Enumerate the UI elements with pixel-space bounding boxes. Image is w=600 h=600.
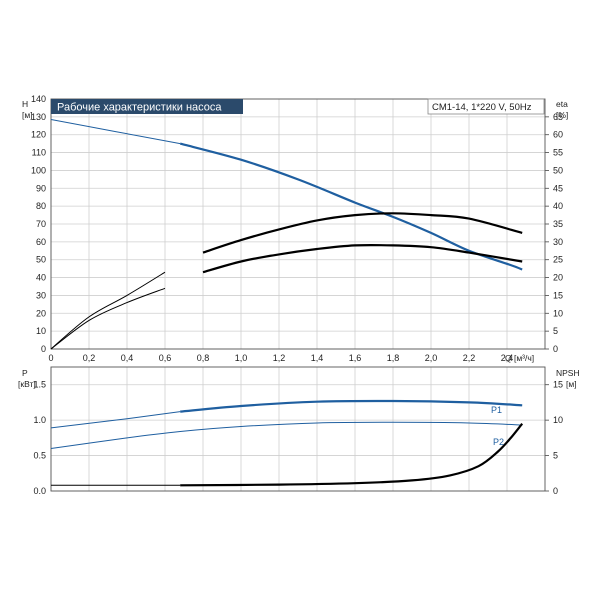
series-0-0-line: [50, 119, 181, 145]
y-right-tick-label: 50: [553, 165, 563, 175]
y-left-tick-label: 0.5: [33, 451, 46, 461]
p-axis-unit: [кВт]: [18, 379, 36, 389]
eta-axis-label: eta: [556, 99, 568, 109]
y-right-tick-label: 65: [553, 112, 563, 122]
h-axis-label: H: [22, 99, 28, 109]
x-tick-label: 0,2: [83, 353, 96, 363]
x-tick-label: 0,6: [159, 353, 172, 363]
q-axis-label: Q [м³/ч]: [505, 353, 534, 363]
p2-series-label: P2: [493, 437, 504, 447]
x-tick-label: 2,2: [463, 353, 476, 363]
y-left-tick-label: 60: [36, 237, 46, 247]
npsh-axis-label: NPSH: [556, 368, 580, 378]
y-left-tick-label: 80: [36, 201, 46, 211]
series-1-2-operating-line: [180, 422, 524, 487]
y-right-tick-label: 30: [553, 237, 563, 247]
plot-frame: [50, 98, 546, 350]
y-left-tick-label: 0: [41, 344, 46, 354]
y-left-tick-label: 140: [31, 94, 46, 104]
x-tick-label: 1,4: [311, 353, 324, 363]
y-right-tick-label: 0: [553, 486, 558, 496]
chart-title-box: [51, 99, 243, 114]
series-0-2-operating-line: [202, 243, 523, 274]
y-right-tick-label: 55: [553, 148, 563, 158]
x-tick-label: 1,8: [387, 353, 400, 363]
series-0-2-line: [50, 287, 166, 350]
y-right-tick-label: 60: [553, 130, 563, 140]
y-left-tick-label: 110: [32, 148, 46, 158]
x-tick-label: 2,0: [425, 353, 438, 363]
y-right-tick-label: 15: [553, 380, 563, 390]
h-axis-unit: [м]: [22, 110, 33, 120]
y-left-tick-label: 70: [36, 219, 46, 229]
x-tick-label: 1,2: [273, 353, 286, 363]
y-left-tick-label: 130: [31, 112, 46, 122]
y-left-tick-label: 100: [31, 165, 46, 175]
series-1-1-line: [50, 421, 523, 449]
x-tick-label: 0: [48, 353, 53, 363]
model-label: CM1-14, 1*220 V, 50Hz: [432, 102, 532, 113]
y-left-tick-label: 0.0: [33, 486, 46, 496]
y-left-tick-label: 30: [36, 290, 46, 300]
y-right-tick-label: 5: [553, 451, 558, 461]
y-right-tick-label: 35: [553, 219, 563, 229]
y-left-tick-label: 10: [36, 326, 46, 336]
plot-frames: [50, 98, 549, 492]
y-right-tick-label: 45: [553, 183, 563, 193]
chart-title: Рабочие характеристики насоса: [57, 102, 222, 114]
tick-labels: 0102030405060708090100110120130140051015…: [31, 94, 563, 496]
y-left-tick-label: 50: [36, 255, 46, 265]
y-right-tick-label: 25: [553, 255, 563, 265]
y-right-tick-label: 20: [553, 273, 563, 283]
p1-series-label: P1: [491, 405, 502, 415]
x-tick-label: 0,8: [197, 353, 210, 363]
y-right-tick-label: 10: [553, 308, 563, 318]
y-right-tick-label: 10: [553, 415, 563, 425]
y-left-tick-label: 1.0: [33, 415, 46, 425]
p-axis-label: P: [22, 368, 28, 378]
series-1-0-line: [50, 411, 181, 429]
y-left-tick-label: 1.5: [33, 380, 46, 390]
x-tick-label: 2,4: [501, 353, 514, 363]
series-0-1-operating-line: [202, 212, 523, 254]
y-right-tick-label: 0: [553, 344, 558, 354]
series-0-1-line: [50, 271, 166, 350]
y-left-tick-label: 40: [36, 273, 46, 283]
y-right-tick-label: 40: [553, 201, 563, 211]
y-left-tick-label: 90: [36, 183, 46, 193]
grid: [50, 98, 545, 492]
x-tick-label: 1,0: [235, 353, 248, 363]
y-right-tick-label: 5: [553, 326, 558, 336]
series-0-0-operating-line: [179, 142, 523, 271]
model-label-box: [427, 98, 545, 115]
eta-axis-unit: [%]: [556, 110, 568, 120]
curves: [50, 119, 524, 487]
npsh-axis-unit: [м]: [566, 379, 577, 389]
y-left-tick-label: 20: [36, 308, 46, 318]
y-right-tick-label: 15: [553, 290, 563, 300]
plot-frame: [50, 366, 546, 492]
series-1-0-operating-line: [180, 399, 523, 413]
x-tick-label: 0,4: [121, 353, 134, 363]
x-tick-label: 1,6: [349, 353, 362, 363]
y-left-tick-label: 120: [31, 130, 46, 140]
